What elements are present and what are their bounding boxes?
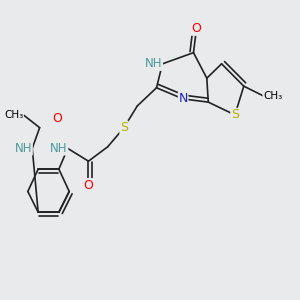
Text: S: S [231,108,239,122]
Text: O: O [191,22,201,35]
Text: O: O [83,178,93,192]
Text: O: O [52,112,62,124]
Text: NH: NH [145,57,162,70]
Text: CH₃: CH₃ [4,110,23,120]
Text: NH: NH [15,142,32,155]
Text: S: S [120,121,128,134]
Text: N: N [178,92,188,105]
Text: NH: NH [50,142,68,155]
Text: CH₃: CH₃ [263,91,282,101]
